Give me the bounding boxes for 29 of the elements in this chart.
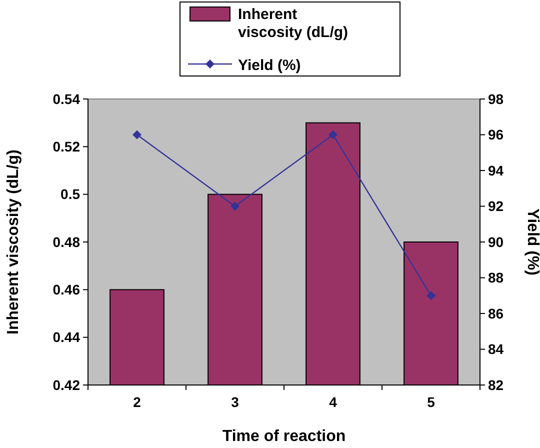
y-tick-label: 0.44 (52, 329, 80, 346)
y2-tick-label: 98 (488, 90, 504, 107)
y2-axis-title: Yield (%) (524, 208, 540, 276)
x-tick-label: 2 (133, 394, 142, 410)
x-tick-label: 5 (427, 394, 436, 410)
y2-tick-label: 90 (488, 234, 504, 250)
point (132, 130, 142, 140)
point (230, 202, 240, 211)
y2-tick-label: 94 (488, 162, 504, 178)
x-tick-label: 4 (329, 394, 338, 410)
y2-tick-label: 88 (488, 270, 504, 286)
y2-tick-label: 84 (488, 341, 504, 358)
x-axis-title: Time of reaction (222, 428, 346, 445)
y-axis-title: Inherent viscosity (dL/g) (5, 150, 22, 334)
legend-label: Yield (%) (238, 57, 301, 74)
y-tick-label: 0.5 (60, 186, 80, 202)
y-tick-label: 0.42 (52, 376, 80, 393)
y-tick-label: 0.48 (52, 234, 80, 250)
x-tick-label: 3 (231, 394, 240, 410)
y-tick-label: 0.46 (52, 282, 80, 298)
point (328, 130, 338, 140)
y2-tick-label: 82 (488, 376, 504, 393)
y2-tick-label: 86 (488, 305, 504, 322)
point (426, 291, 436, 300)
y-tick-label: 0.54 (52, 90, 80, 107)
y-tick-label: 0.52 (52, 138, 80, 155)
legend-label: Inherent viscosity (dL/g) (238, 6, 348, 41)
y2-tick-label: 92 (488, 198, 504, 214)
y2-tick-label: 96 (488, 126, 504, 143)
